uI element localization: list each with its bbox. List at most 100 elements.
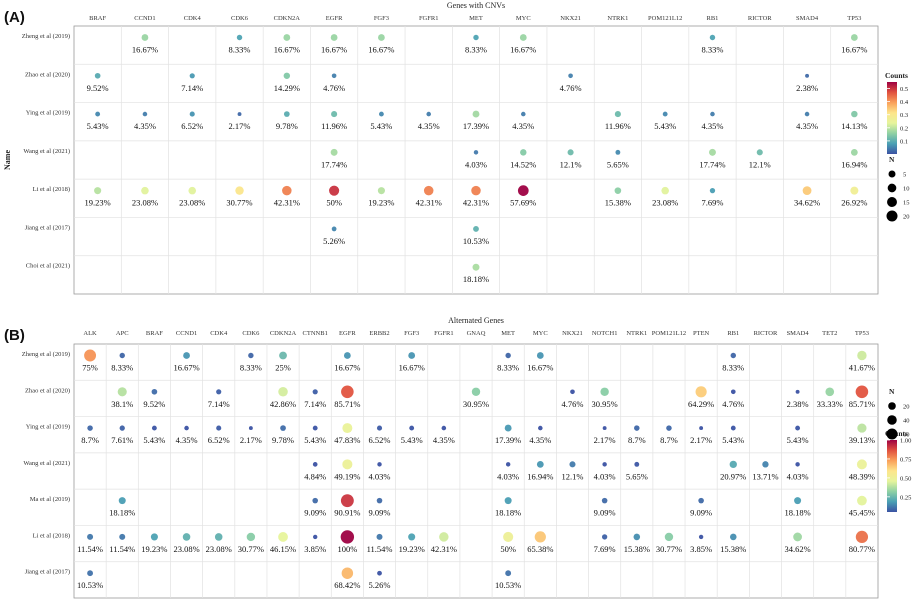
data-label-zheng-et-al-2019-cdkn2a: 25% <box>275 363 291 373</box>
row-header-choi-et-al-2021: Choi et al (2021) <box>26 263 70 270</box>
data-label-ying-et-al-2019-braf: 5.43% <box>143 435 165 445</box>
data-point-li-et-al-2018-ctnnb1 <box>313 534 318 540</box>
data-point-wang-et-al-2021-ctnnb1 <box>312 462 318 467</box>
row-header-li-et-al-2018: Li et al (2018) <box>33 532 70 539</box>
data-label-ying-et-al-2019-cdk6: 2.17% <box>229 121 251 131</box>
data-point-zheng-et-al-2019-met <box>473 34 479 41</box>
data-label-wang-et-al-2021-notch1: 4.03% <box>594 471 616 481</box>
column-header-tp53: TP53 <box>855 330 869 337</box>
data-point-ma-et-al-2019-notch1 <box>601 497 608 504</box>
panel-a: (A) Genes with CNVs BRAF CCND1 CDK4 CDK6 CDKN2… <box>3 1 910 295</box>
data-point-ying-et-al-2019-fgfr1 <box>441 425 447 431</box>
data-point-jiang-et-al-2017-erbb2 <box>377 570 382 576</box>
data-point-zhao-et-al-2020-gnaq <box>471 387 481 397</box>
data-label-zheng-et-al-2019-ccnd1: 16.67% <box>173 363 199 373</box>
data-point-li-et-al-2018-alk <box>87 533 94 540</box>
data-label-wang-et-al-2021-egfr: 49.19% <box>334 471 360 481</box>
data-label-li-et-al-2018-cdkn2a: 46.15% <box>270 544 296 554</box>
data-point-wang-et-al-2021-myc <box>520 149 527 156</box>
row-header-wang-et-al-2021: Wang et al (2021) <box>23 460 70 467</box>
color-legend-tick-label: 1.00 <box>900 438 911 445</box>
data-point-wang-et-al-2021-nkx21 <box>567 149 574 156</box>
column-header-myc: MYC <box>516 15 531 22</box>
data-label-zhao-et-al-2020-cdkn2a: 42.86% <box>270 399 296 409</box>
data-point-jiang-et-al-2017-egfr <box>341 567 354 579</box>
data-point-wang-et-al-2021-myc <box>536 460 544 468</box>
data-label-zhao-et-al-2020-smad4: 2.38% <box>787 399 809 409</box>
color-legend-tick-label: 0.25 <box>900 494 911 501</box>
column-header-smad4: SMAD4 <box>796 15 819 22</box>
data-label-ying-et-al-2019-myc: 4.35% <box>512 121 534 131</box>
data-point-ying-et-al-2019-ctnnb1 <box>312 425 318 431</box>
data-point-zheng-et-al-2019-myc <box>519 34 527 41</box>
data-label-zheng-et-al-2019-cdkn2a: 16.67% <box>274 45 300 55</box>
data-point-zheng-et-al-2019-myc <box>536 352 544 359</box>
data-point-li-et-al-2018-pom121l12 <box>661 186 669 195</box>
data-point-ying-et-al-2019-erbb2 <box>376 425 383 431</box>
data-label-ying-et-al-2019-ccnd1: 4.35% <box>176 435 198 445</box>
data-point-ma-et-al-2019-egfr <box>340 494 354 508</box>
data-point-li-et-al-2018-ccnd1 <box>182 533 191 541</box>
data-point-li-et-al-2018-fgfr1 <box>439 532 449 542</box>
data-point-ying-et-al-2019-tp53 <box>857 423 867 433</box>
data-label-zhao-et-al-2020-smad4: 2.38% <box>796 83 818 93</box>
row-header-zhao-et-al-2020: Zhao et al (2020) <box>25 387 70 394</box>
data-point-zhao-et-al-2020-tet2 <box>825 387 835 397</box>
data-label-ying-et-al-2019-ccnd1: 4.35% <box>134 121 156 131</box>
data-point-zhao-et-al-2020-smad4 <box>795 389 800 394</box>
data-point-ying-et-al-2019-ntrk1 <box>614 111 621 118</box>
data-point-li-et-al-2018-cdkn2a <box>282 185 292 196</box>
data-point-li-et-al-2018-apc <box>119 533 126 540</box>
data-point-li-et-al-2018-cdk4 <box>188 186 197 195</box>
data-label-ying-et-al-2019-pom121l12: 8.7% <box>660 435 678 445</box>
data-label-ma-et-al-2019-notch1: 9.09% <box>594 508 616 518</box>
data-label-li-et-al-2018-myc: 65.38% <box>527 544 553 554</box>
data-label-li-et-al-2018-cdk6: 30.77% <box>226 198 252 208</box>
data-label-jiang-et-al-2017-egfr: 5.26% <box>323 236 345 246</box>
data-point-ying-et-al-2019-cdkn2a <box>280 425 286 431</box>
data-label-zheng-et-al-2019-alk: 75% <box>82 363 98 373</box>
column-header-cdkn2a: CDKN2A <box>274 15 301 22</box>
data-point-ma-et-al-2019-met <box>504 497 512 505</box>
data-label-wang-et-al-2021-nkx21: 12.1% <box>560 159 582 169</box>
row-header-zheng-et-al-2019: Zheng et al (2019) <box>22 33 70 40</box>
data-label-zhao-et-al-2020-egfr: 85.71% <box>334 399 360 409</box>
data-label-wang-et-al-2021-rictor: 13.71% <box>752 471 778 481</box>
data-point-li-et-al-2018-cdk6 <box>235 186 244 195</box>
data-label-li-et-al-2018-fgfr1: 42.31% <box>416 198 442 208</box>
data-point-zheng-et-al-2019-rb1 <box>730 352 736 359</box>
data-point-ying-et-al-2019-cdk4 <box>189 111 195 117</box>
column-header-rictor: RICTOR <box>754 330 778 337</box>
column-header-cdkn2a: CDKN2A <box>270 330 297 337</box>
data-point-li-et-al-2018-fgf3 <box>408 533 416 541</box>
data-point-li-et-al-2018-smad4 <box>802 186 812 196</box>
data-label-wang-et-al-2021-myc: 16.94% <box>527 471 553 481</box>
data-label-ma-et-al-2019-erbb2: 9.09% <box>369 508 391 518</box>
data-point-jiang-et-al-2017-alk <box>87 570 93 577</box>
data-point-ma-et-al-2019-ctnnb1 <box>312 497 318 504</box>
column-header-fgfr1: FGFR1 <box>419 15 439 22</box>
column-header-cdk6: CDK6 <box>231 15 249 22</box>
data-label-ying-et-al-2019-rb1: 5.43% <box>722 435 744 445</box>
row-header-zhao-et-al-2020: Zhao et al (2020) <box>25 71 70 78</box>
data-point-ying-et-al-2019-pom121l12 <box>666 425 672 431</box>
data-point-wang-et-al-2021-rictor <box>756 149 763 156</box>
data-label-wang-et-al-2021-rictor: 12.1% <box>749 159 771 169</box>
data-label-ying-et-al-2019-rb1: 4.35% <box>701 121 723 131</box>
column-header-braf: BRAF <box>89 15 106 22</box>
data-point-zhao-et-al-2020-cdk4 <box>189 73 195 79</box>
color-legend-tick-label: 0.75 <box>900 456 911 463</box>
data-label-wang-et-al-2021-egfr: 17.74% <box>321 159 347 169</box>
data-point-zhao-et-al-2020-rb1 <box>730 389 736 395</box>
size-legend-label: 15 <box>903 200 910 207</box>
data-point-li-et-al-2018-tp53 <box>855 530 869 544</box>
data-label-ying-et-al-2019-cdk6: 2.17% <box>240 435 262 445</box>
data-point-wang-et-al-2021-erbb2 <box>377 462 382 467</box>
data-label-zheng-et-al-2019-tp53: 16.67% <box>841 45 867 55</box>
data-label-ma-et-al-2019-tp53: 45.45% <box>849 508 875 518</box>
data-point-ying-et-al-2019-fgfr1 <box>426 111 431 117</box>
data-label-wang-et-al-2021-met: 4.03% <box>497 471 519 481</box>
data-label-ying-et-al-2019-braf: 5.43% <box>87 121 109 131</box>
data-label-ying-et-al-2019-myc: 4.35% <box>529 435 551 445</box>
data-label-ying-et-al-2019-notch1: 2.17% <box>594 435 616 445</box>
